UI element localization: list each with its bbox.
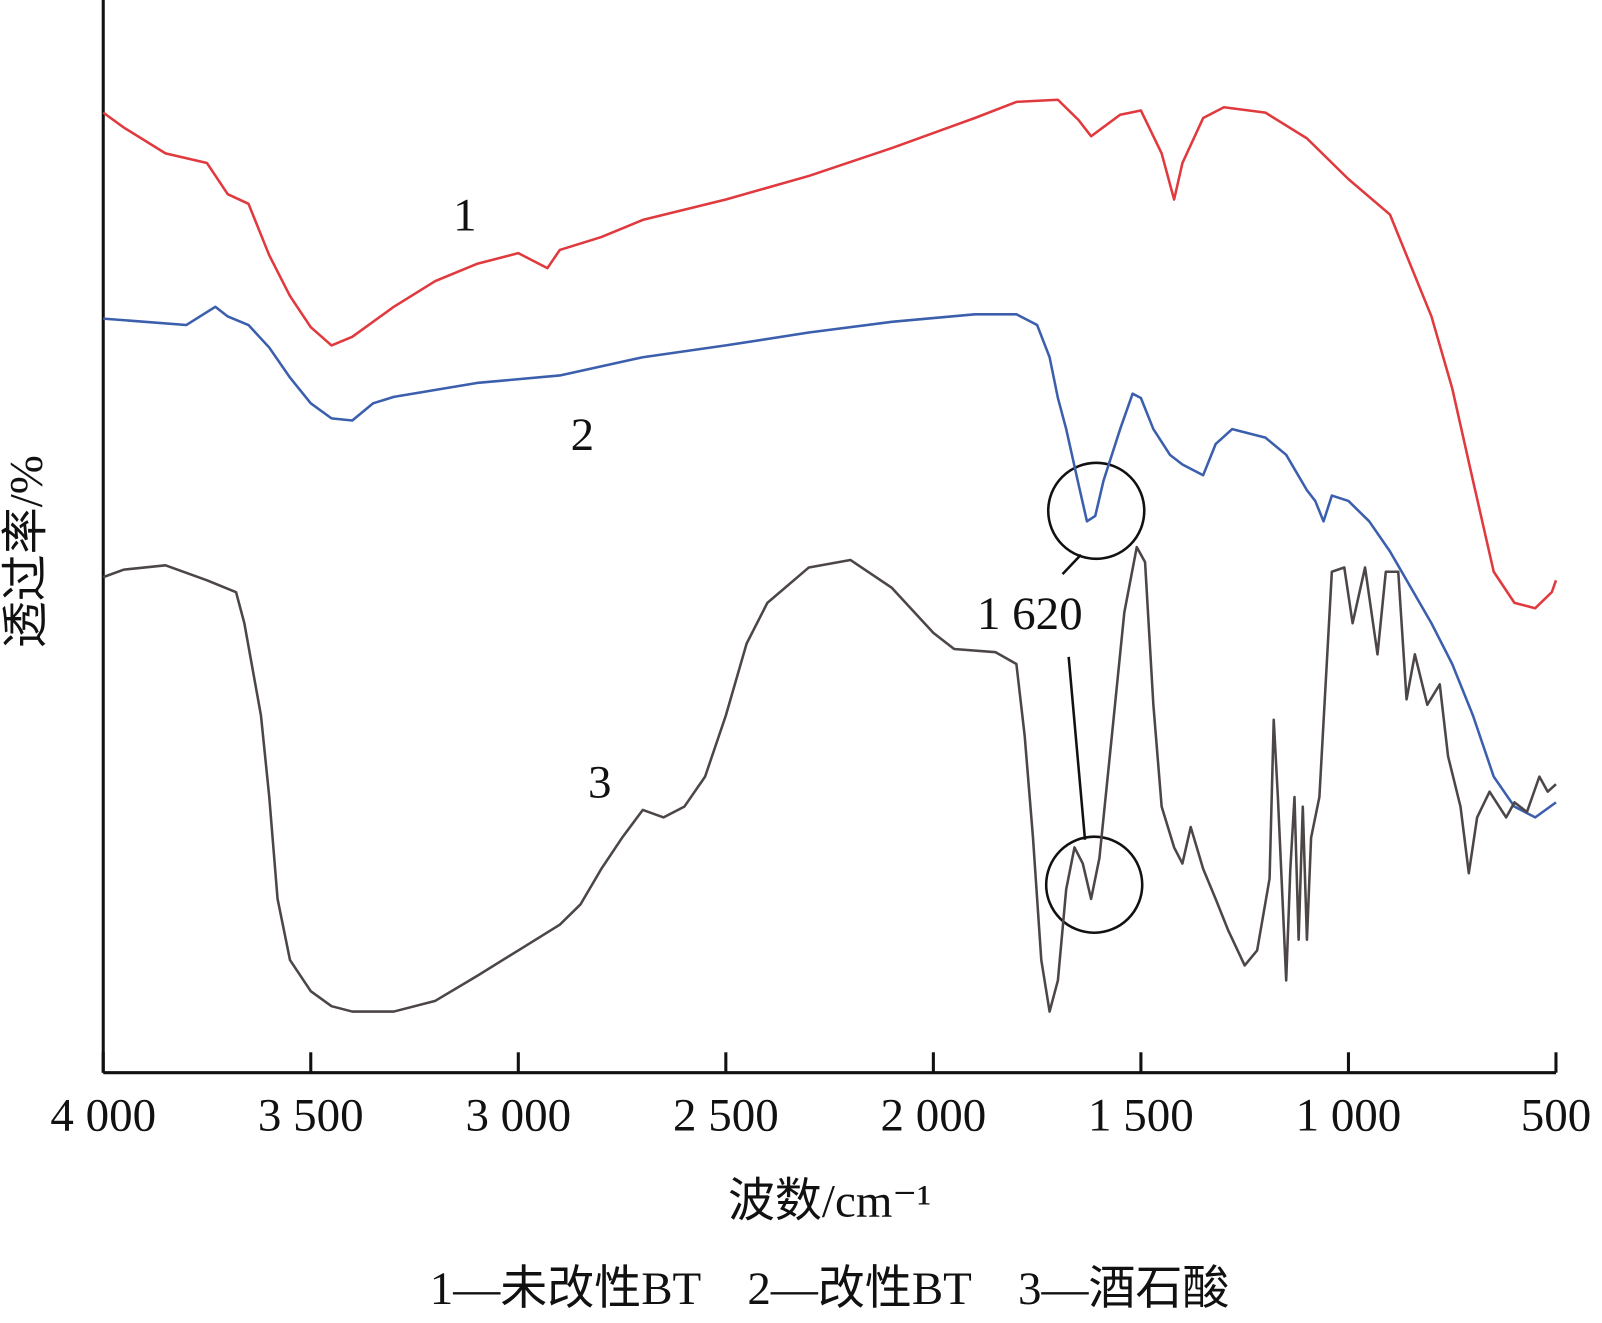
spectrum-line xyxy=(103,305,1557,819)
x-tick-label: 1 000 xyxy=(1296,1089,1402,1141)
leader-line xyxy=(1061,553,1082,576)
spectrum-line xyxy=(102,545,1557,1013)
caption: 1—未改性BT 2—改性BT 3—酒石酸 xyxy=(430,1263,1230,1315)
x-tick-label: 3 500 xyxy=(258,1089,364,1141)
x-tick-label: 2 500 xyxy=(673,1089,779,1141)
y-axis-label: 透过率/% xyxy=(0,455,52,648)
curve-label: 3 xyxy=(588,756,611,808)
x-tick-label: 3 000 xyxy=(465,1089,571,1141)
spectrum-line xyxy=(102,98,1558,610)
curve-label: 2 xyxy=(571,409,595,461)
x-axis-label: 波数/cm⁻¹ xyxy=(728,1175,931,1227)
x-tick-label: 500 xyxy=(1521,1089,1591,1141)
annotation: 1 620 xyxy=(977,588,1083,640)
x-tick-label: 1 500 xyxy=(1088,1089,1194,1141)
x-tick-label: 2 000 xyxy=(881,1089,987,1141)
leader-line xyxy=(1067,656,1087,840)
curve-label: 1 xyxy=(453,189,477,241)
highlight-circle xyxy=(1046,461,1146,561)
x-tick-label: 4 000 xyxy=(50,1089,156,1141)
highlight-circle xyxy=(1044,835,1144,935)
